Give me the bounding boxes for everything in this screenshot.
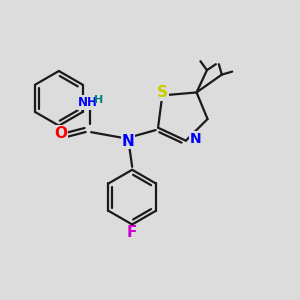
Text: N: N [121,134,134,148]
Text: NH: NH [78,96,98,109]
Text: N: N [190,132,201,146]
Text: O: O [54,126,67,141]
Text: S: S [157,85,168,100]
Text: F: F [127,225,137,240]
Text: H: H [94,95,104,105]
